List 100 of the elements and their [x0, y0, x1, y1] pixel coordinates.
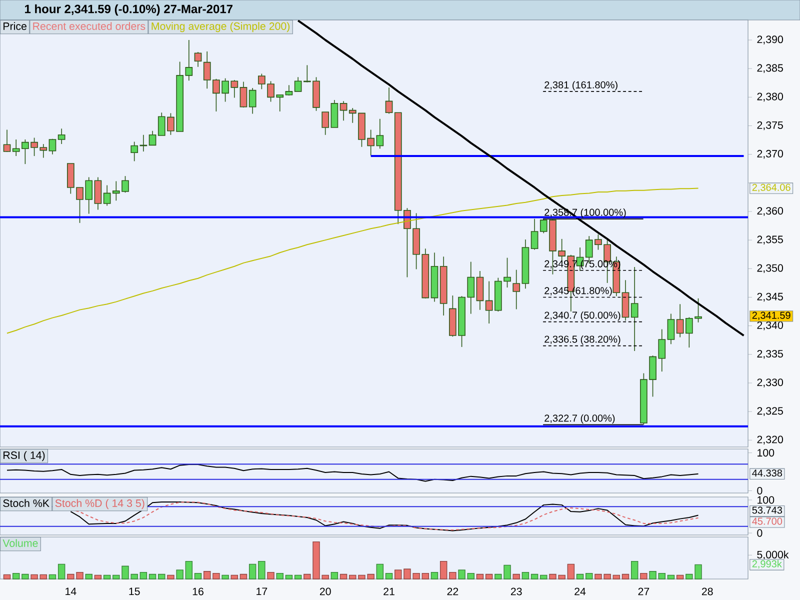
x-tick-label: 15 — [129, 588, 140, 596]
bar — [530, 574, 538, 580]
candlestick — [103, 184, 111, 206]
bar — [194, 572, 202, 580]
chart-title: 1 hour 2,341.59 (-0.10%) 27-Mar-2017 — [25, 4, 232, 16]
bar — [676, 574, 684, 580]
bar — [94, 574, 102, 580]
bar — [185, 561, 193, 580]
x-tick-label: 24 — [574, 588, 586, 596]
y-tick-label: 0 — [757, 486, 762, 495]
bar — [285, 574, 293, 580]
text: Volume — [2, 539, 38, 547]
candlestick — [194, 52, 202, 68]
bar — [176, 570, 184, 580]
bar — [240, 574, 248, 580]
bar — [48, 574, 56, 580]
bar — [230, 574, 238, 580]
bar — [376, 564, 384, 580]
bar — [22, 574, 29, 580]
bar — [103, 574, 111, 580]
x-tick-label: 23 — [510, 588, 522, 596]
bar — [349, 574, 356, 580]
bar — [430, 572, 438, 580]
x-tick-label: 17 — [256, 588, 268, 596]
bar — [586, 572, 593, 580]
bar — [640, 572, 648, 580]
bar — [576, 574, 584, 580]
y-tick-label: 5,000k — [757, 550, 789, 560]
bar — [422, 572, 430, 580]
ref-line-label: 2,336.5 (38.20%) — [544, 335, 620, 345]
text: 53.743 — [752, 506, 782, 514]
ref-line-label: 2,381 (161.80%) — [544, 81, 618, 90]
text: Stoch %K — [3, 499, 50, 507]
text: 44.338 — [752, 469, 782, 477]
bar — [385, 572, 393, 580]
bar — [267, 572, 274, 580]
bar — [340, 574, 348, 580]
bar — [140, 572, 148, 580]
bar — [649, 571, 656, 580]
y-tick-label: 2,375 — [757, 121, 783, 130]
y-tick-label: 2,390 — [757, 36, 784, 44]
bar — [85, 574, 92, 580]
bar — [622, 574, 630, 580]
candlestick — [667, 313, 675, 345]
y-tick-label: 2,345 — [757, 292, 783, 302]
y-tick-label: 0 — [757, 529, 762, 537]
candlestick — [485, 280, 493, 324]
candlestick — [522, 239, 530, 290]
bar — [294, 574, 302, 580]
bar — [276, 572, 284, 580]
x-tick-label: 22 — [447, 588, 458, 596]
x-tick-label: 21 — [384, 588, 394, 596]
series-label: Stoch %D ( 14 3 5) — [55, 499, 144, 510]
bar — [458, 570, 466, 580]
y-tick-label: 2,360 — [757, 207, 784, 216]
bar — [158, 574, 166, 580]
candlestick — [94, 176, 102, 210]
bar — [522, 572, 530, 580]
candlestick — [476, 270, 484, 310]
text: 2,341.59 — [752, 312, 790, 320]
bar — [40, 574, 47, 580]
candlestick — [340, 100, 348, 122]
candlestick — [622, 280, 630, 322]
candlestick — [530, 218, 538, 250]
bar — [485, 574, 493, 580]
bar — [449, 572, 456, 580]
bar — [476, 574, 484, 580]
bar — [394, 570, 402, 580]
series-label: RSI ( 14) — [4, 451, 45, 462]
y-tick-label: 2,380 — [757, 92, 784, 102]
bar — [30, 574, 38, 580]
text: 2,993k — [752, 560, 782, 569]
y-tick-label: 2,335 — [757, 350, 783, 359]
bar — [512, 574, 520, 580]
y-tick-label: 100 — [758, 449, 774, 457]
bar — [467, 572, 474, 580]
y-tick-label: 2,320 — [757, 436, 784, 445]
candlestick — [440, 256, 448, 316]
candlestick — [248, 88, 256, 114]
x-tick-label: 28 — [702, 588, 713, 596]
bar — [258, 561, 266, 580]
text: 45.700 — [752, 518, 782, 525]
y-tick-label: 2,340 — [757, 321, 784, 330]
bar — [330, 572, 338, 580]
ref-line-label: 2,340.7 (50.00%) — [544, 311, 620, 321]
bar — [212, 572, 220, 580]
y-tick-label: 2,385 — [757, 64, 783, 73]
bar — [3, 574, 11, 580]
candlestick — [430, 252, 438, 302]
bar — [540, 574, 548, 580]
ref-line-label: 2,322.7 (0.00%) — [544, 414, 615, 424]
bar — [658, 572, 666, 580]
bar — [248, 564, 256, 580]
text: 2,364.06 — [752, 184, 790, 192]
bar — [567, 564, 575, 580]
x-tick-label: 16 — [192, 588, 204, 596]
candlestick — [630, 266, 638, 352]
bar — [630, 561, 638, 580]
bar — [222, 574, 229, 580]
bar — [167, 574, 174, 580]
